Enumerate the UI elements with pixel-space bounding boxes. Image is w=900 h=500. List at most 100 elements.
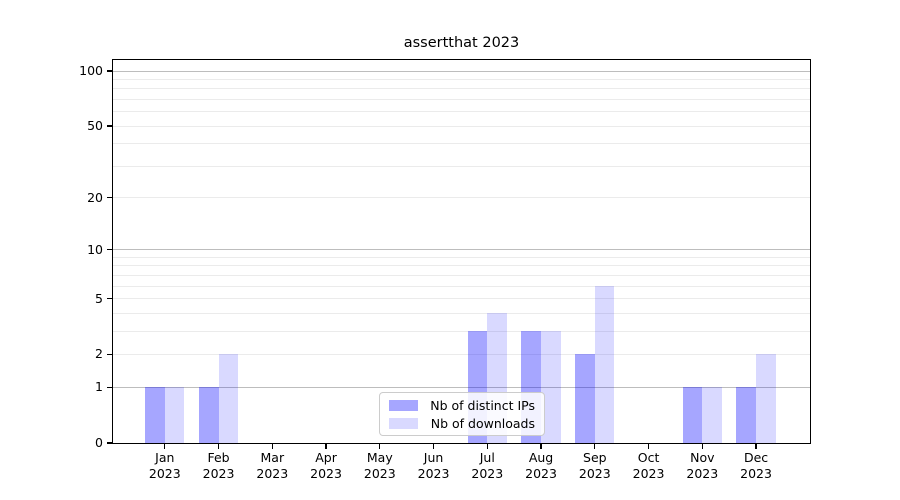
- x-tick-label: Feb 2023: [177, 450, 261, 481]
- x-tick-year: 2023: [740, 465, 772, 481]
- chart-title: assertthat 2023: [403, 35, 520, 51]
- y-tick-label: 0: [95, 435, 103, 450]
- x-tick-label: Aug 2023: [499, 450, 583, 481]
- x-tick: [540, 443, 542, 449]
- legend-label: Nb of downloads: [430, 415, 535, 431]
- bar-distinct-ips: [198, 387, 219, 443]
- minor-gridline: [113, 125, 810, 127]
- plot-area: 0 1 2 5 10 20 50 100 Jan 2023 Feb 2023 Mar 2023 Apr 202…: [79, 59, 811, 481]
- x-tick-year: 2023: [578, 465, 611, 481]
- bar-downloads: [541, 331, 561, 443]
- x-tick-month: Jun: [423, 450, 444, 465]
- x-tick-label: Mar 2023: [230, 450, 314, 481]
- x-tick-month: May: [366, 450, 393, 465]
- x-tick: [325, 443, 327, 449]
- legend-item: Nb of distinct IPs: [389, 398, 535, 413]
- minor-gridline: [113, 111, 810, 113]
- x-tick-month: Jan: [155, 450, 175, 465]
- minor-gridline: [113, 197, 810, 199]
- x-tick-year: 2023: [417, 465, 450, 481]
- minor-gridline: [113, 88, 810, 90]
- minor-gridline: [113, 165, 810, 167]
- x-tick-year: 2023: [256, 465, 289, 481]
- minor-gridline: [113, 256, 810, 258]
- x-tick-month: Aug: [528, 450, 554, 465]
- x-tick-label: Dec 2023: [714, 450, 798, 481]
- x-tick-month: Apr: [315, 450, 337, 465]
- x-tick-year: 2023: [310, 465, 342, 481]
- y-tick-label: 20: [87, 189, 103, 205]
- x-tick-label: Sep 2023: [553, 450, 637, 481]
- minor-gridline: [113, 312, 810, 314]
- y-tick-label: 1: [95, 379, 103, 395]
- x-tick-month: Feb: [207, 450, 230, 465]
- x-tick: [379, 443, 381, 449]
- minor-gridline: [113, 98, 810, 100]
- x-tick-year: 2023: [148, 465, 181, 481]
- y-tick-label: 50: [87, 118, 103, 134]
- y-tick-label: 100: [79, 63, 103, 78]
- x-tick-year: 2023: [632, 465, 665, 481]
- minor-gridline: [113, 330, 810, 332]
- x-tick: [594, 443, 596, 449]
- minor-gridline: [113, 298, 810, 300]
- y-tick-label: 10: [87, 241, 103, 257]
- y-tick: [106, 297, 113, 300]
- x-tick: [271, 443, 273, 449]
- x-tick: [164, 443, 166, 449]
- x-tick-month: Mar: [260, 450, 285, 465]
- y-tick: [106, 70, 113, 72]
- bar-downloads: [218, 354, 239, 443]
- minor-gridline: [113, 285, 810, 287]
- minor-gridline: [113, 274, 810, 276]
- bar-distinct-ips: [682, 387, 703, 443]
- x-tick-month: Jul: [479, 450, 495, 465]
- y-tick: [106, 249, 113, 251]
- x-tick-label: Jul 2023: [445, 450, 529, 481]
- x-tick-year: 2023: [471, 465, 504, 481]
- minor-gridline: [113, 143, 810, 145]
- y-tick: [106, 196, 113, 199]
- x-tick-label: Jun 2023: [392, 450, 476, 481]
- major-gridline: [113, 386, 810, 388]
- x-tick-label: Jan 2023: [123, 450, 207, 481]
- x-tick-year: 2023: [363, 465, 396, 481]
- x-tick-label: Oct 2023: [607, 450, 691, 481]
- y-tick: [106, 442, 113, 444]
- x-tick-month: Dec: [743, 450, 769, 465]
- minor-gridline: [113, 353, 810, 355]
- legend-item: Nb of downloads: [389, 416, 535, 431]
- x-tick-label: Apr 2023: [284, 450, 368, 481]
- minor-gridline: [113, 78, 810, 80]
- bar-downloads: [756, 354, 776, 443]
- bar-downloads: [702, 387, 722, 443]
- legend: Nb of distinct IPs Nb of downloads: [379, 392, 545, 436]
- x-tick: [217, 443, 220, 449]
- y-tick: [106, 386, 113, 388]
- bar-distinct-ips: [736, 387, 757, 443]
- x-tick: [432, 443, 435, 449]
- y-tick-label: 2: [95, 346, 103, 362]
- x-tick-year: 2023: [202, 465, 235, 481]
- bar-distinct-ips: [145, 387, 165, 443]
- minor-gridline: [113, 265, 810, 267]
- bar-downloads: [594, 286, 615, 443]
- y-tick: [106, 353, 113, 356]
- x-tick: [755, 443, 757, 449]
- x-tick: [701, 443, 703, 449]
- y-tick: [106, 125, 113, 127]
- x-tick: [486, 443, 488, 449]
- legend-label: Nb of distinct IPs: [430, 397, 535, 413]
- bar-downloads: [164, 387, 185, 443]
- major-gridline: [113, 70, 810, 72]
- major-gridline: [113, 249, 810, 251]
- x-tick-year: 2023: [686, 465, 719, 481]
- x-tick: [647, 443, 650, 449]
- bar-distinct-ips: [575, 354, 595, 443]
- y-tick-label: 5: [95, 290, 103, 306]
- legend-swatch-icon: [389, 399, 418, 411]
- x-tick-label: May 2023: [338, 450, 422, 481]
- legend-swatch-icon: [389, 417, 418, 429]
- x-tick-label: Nov 2023: [660, 450, 744, 481]
